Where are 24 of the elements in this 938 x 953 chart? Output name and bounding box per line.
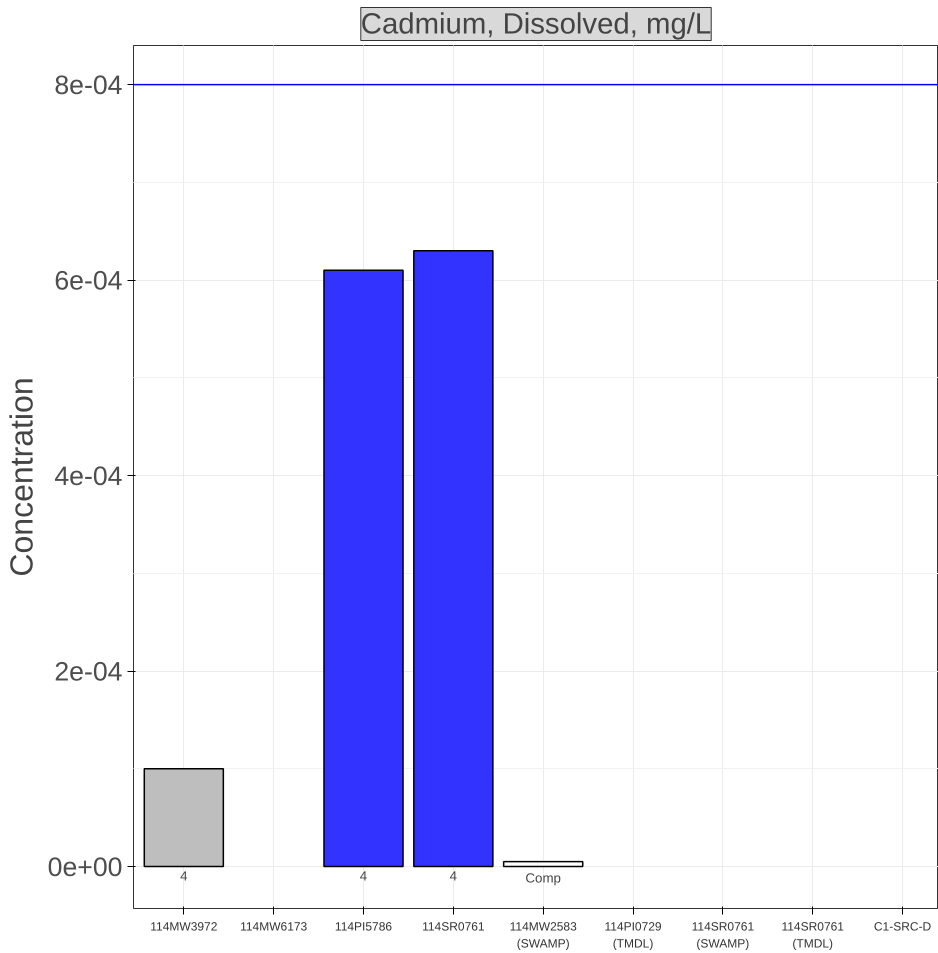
x-tick-label: 114SR0761 (TMDL) bbox=[781, 920, 844, 950]
bar bbox=[413, 250, 494, 868]
chart-title: Cadmium, Dissolved, mg/L bbox=[360, 8, 712, 40]
x-tick-label: 114MW3972 bbox=[150, 920, 218, 934]
x-tick-label: 114MW6173 bbox=[240, 920, 308, 934]
annotation: 4 bbox=[450, 868, 458, 884]
x-tick-label: C1-SRC-D bbox=[874, 920, 932, 934]
y-tick-label: 4e-04 bbox=[54, 461, 123, 492]
x-tick-label: 114PI0729 (TMDL) bbox=[604, 920, 662, 950]
bar bbox=[144, 768, 224, 868]
y-tick-label: 0e+00 bbox=[48, 852, 123, 882]
y-tick-label: 8e-04 bbox=[54, 70, 123, 100]
bar bbox=[502, 860, 584, 868]
annotation: Comp bbox=[525, 870, 561, 886]
annotation: 4 bbox=[180, 868, 188, 884]
x-tick-label: 114SR0761 bbox=[422, 920, 485, 934]
y-axis-title: Concentration bbox=[4, 377, 40, 577]
x-tick-label: 114MW2583 (SWAMP) bbox=[510, 920, 578, 950]
annotation: 4 bbox=[360, 868, 368, 884]
x-tick-label: 114PI5786 bbox=[334, 920, 392, 934]
y-tick-label: 6e-04 bbox=[54, 266, 123, 296]
x-tick-label: 114SR0761 (SWAMP) bbox=[692, 920, 754, 950]
bar bbox=[323, 270, 404, 868]
y-tick-label: 2e-04 bbox=[54, 656, 123, 687]
